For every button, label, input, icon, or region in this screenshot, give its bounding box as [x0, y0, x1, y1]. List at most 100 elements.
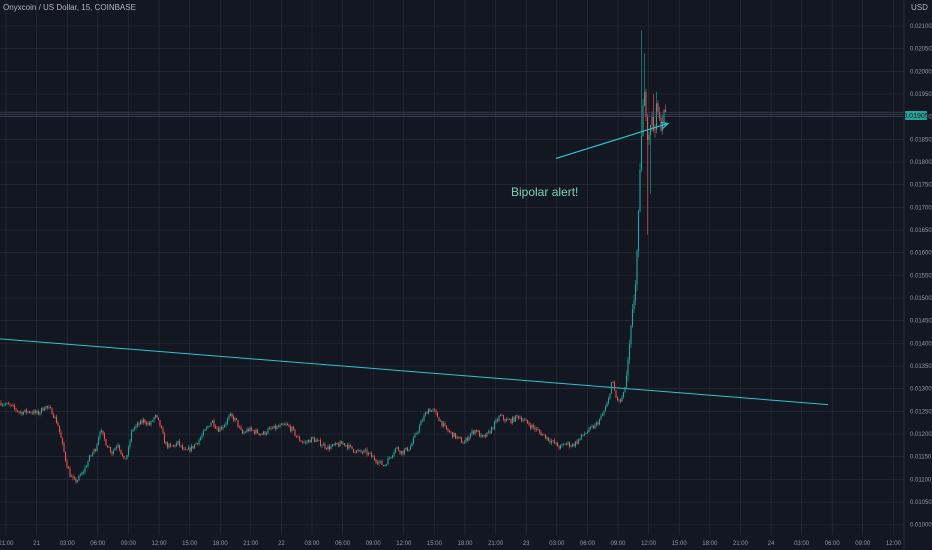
candle-body-up — [585, 433, 587, 434]
candle-body-up — [522, 420, 524, 422]
candle-body-up — [322, 443, 325, 446]
candle-body-down — [16, 410, 19, 412]
candle-body-up — [271, 428, 274, 430]
candle-body-up — [99, 431, 101, 438]
price-axis[interactable]: 0.021000.020500.020000.019500.019000.018… — [910, 24, 932, 529]
x-tick-label: 18:00 — [702, 541, 718, 547]
candle-body-up — [640, 136, 643, 170]
candle-body-down — [120, 449, 122, 454]
candle-body-up — [639, 169, 641, 212]
candle-body-up — [276, 426, 278, 430]
candle-body-down — [162, 428, 164, 434]
candle-body-down — [52, 414, 55, 418]
symbol-title[interactable]: Onyxcoin / US Dollar, 15, COINBASE — [3, 3, 136, 12]
candle-body-down — [61, 437, 64, 444]
y-tick-label: 0.01050 — [910, 500, 932, 506]
y-tick-label: 0.02100 — [910, 24, 932, 30]
candlestick-series — [0, 30, 667, 485]
y-tick-label: 0.02050 — [910, 47, 932, 53]
candle-body-up — [40, 407, 43, 413]
candle-body-down — [492, 427, 494, 429]
candle-body-down — [303, 442, 305, 443]
candle-body-up — [403, 449, 406, 454]
candle-body-up — [24, 409, 26, 412]
candle-body-down — [646, 116, 649, 140]
x-tick-label: 12:00 — [151, 541, 167, 547]
candle-body-up — [142, 419, 145, 423]
candle-body-up — [519, 417, 521, 419]
candle-body-down — [435, 410, 437, 413]
candle-body-up — [207, 426, 209, 428]
trendline[interactable] — [0, 338, 829, 406]
candle-body-down — [297, 436, 299, 438]
candle-body-down — [520, 417, 523, 422]
candle-body-up — [265, 433, 268, 435]
candle-body-down — [289, 426, 292, 431]
candle-body-down — [252, 429, 254, 431]
candle-body-down — [573, 444, 575, 446]
candle-body-up — [151, 420, 154, 422]
candle-body-up — [565, 443, 568, 445]
candle-body-down — [510, 419, 512, 424]
candle-body-down — [537, 428, 539, 430]
time-axis[interactable]: 21:00 21 03:00 06:00 09:00 12:00 15:00 18:00 21:… — [0, 541, 902, 547]
candle-body-down — [324, 443, 326, 449]
candle-body-up — [136, 423, 139, 426]
candle-body-up — [150, 421, 152, 425]
candle-body-down — [361, 451, 364, 453]
candle-body-up — [574, 441, 577, 446]
candle-body-up — [39, 412, 41, 415]
candle-body-up — [469, 433, 472, 437]
annotation[interactable]: Bipolar alert! — [511, 121, 670, 199]
candle-body-up — [195, 443, 197, 445]
candle-body-down — [102, 430, 104, 434]
candle-body-down — [13, 405, 16, 409]
candle-body-up — [498, 416, 500, 421]
candle-body-up — [486, 432, 488, 437]
candle-body-up — [244, 432, 247, 433]
candle-body-up — [511, 417, 514, 424]
candle-body-down — [582, 434, 584, 436]
candle-body-down — [238, 426, 241, 428]
candle-body-up — [630, 325, 632, 345]
candle-body-up — [634, 284, 637, 301]
candle-body-down — [12, 405, 14, 406]
candle-body-up — [600, 415, 602, 420]
candle-body-up — [432, 409, 434, 411]
candle-body-down — [576, 441, 578, 444]
y-tick-label: 0.01700 — [910, 205, 932, 211]
candle-body-up — [222, 427, 224, 429]
candle-body-down — [300, 440, 302, 442]
candle-body-up — [199, 437, 202, 440]
candle-body-up — [87, 461, 89, 467]
candle-body-up — [82, 472, 85, 473]
candle-body-down — [295, 435, 298, 437]
x-tick-label: 21 — [33, 541, 40, 547]
candle-body-down — [343, 443, 346, 446]
x-tick-label: 18:00 — [457, 541, 473, 547]
candle-body-up — [570, 446, 572, 447]
candle-body-down — [75, 478, 77, 482]
candle-body-down — [160, 425, 163, 429]
candle-body-up — [561, 444, 563, 446]
candle-body-down — [444, 423, 446, 426]
candle-body-up — [97, 437, 100, 445]
candle-body-up — [342, 443, 344, 444]
candle-body-down — [94, 449, 97, 451]
candle-body-down — [220, 427, 223, 429]
candle-body-up — [315, 440, 317, 442]
candle-body-up — [130, 430, 133, 442]
y-tick-label: 0.01150 — [910, 455, 932, 461]
candle-body-down — [232, 416, 235, 421]
chart-grid — [0, 0, 904, 535]
candle-body-up — [70, 476, 73, 478]
candle-body-down — [9, 404, 11, 405]
candle-body-down — [382, 465, 385, 466]
candle-body-up — [76, 480, 79, 482]
candle-body-up — [6, 403, 8, 405]
candle-body-down — [450, 431, 452, 433]
candle-body-down — [57, 423, 59, 426]
candle-body-up — [589, 427, 592, 428]
candle-body-down — [376, 462, 379, 464]
